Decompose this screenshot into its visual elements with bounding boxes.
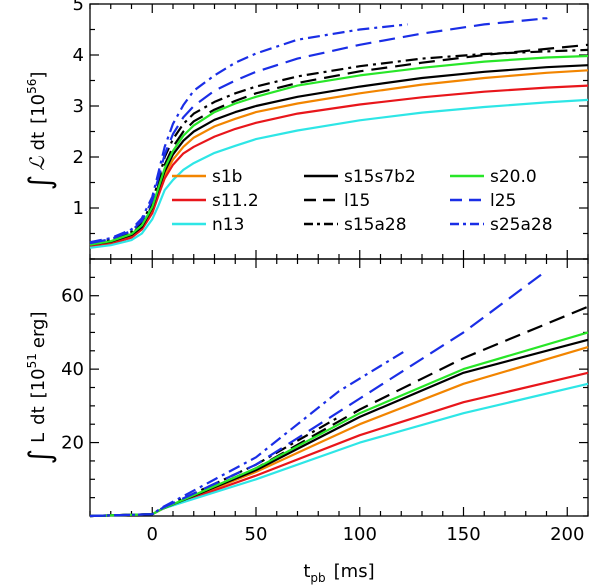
bottom-plot-frame xyxy=(89,258,589,517)
top-ylabel-unit-close: ] xyxy=(28,72,49,79)
x-axis-label: tpb [ms] xyxy=(303,561,374,585)
legend-label-s25a28: s25a28 xyxy=(490,215,553,235)
bottom-ylabel-integral: ∫ xyxy=(23,449,58,465)
top-ylabel-script: ℒ xyxy=(25,156,49,171)
top-ticks: 1 2 3 4 5 xyxy=(73,0,589,260)
xlabel-sub: pb xyxy=(310,571,325,585)
xlabel-unit: [ms] xyxy=(334,561,375,582)
legend-label-s15s7b2: s15s7b2 xyxy=(344,167,416,187)
top-panel: 1 2 3 4 5 s1b s11.2 n13 s15s7b2 l15 s15a28 s20.0 l2… xyxy=(23,0,589,260)
bottom-line-s25a28 xyxy=(89,349,406,518)
bottom-line-n13 xyxy=(89,382,589,518)
bottom-ylabel-dt: dt xyxy=(28,406,49,424)
top-line-s20.0 xyxy=(89,54,589,246)
top-series-lines xyxy=(89,17,589,249)
top-ylabel-unit-open: [10 xyxy=(28,94,49,124)
legend-label-s11.2: s11.2 xyxy=(212,191,259,211)
legend-label-s20.0: s20.0 xyxy=(490,167,537,187)
bottom-y-axis-label: ∫ Ldt [1051 erg] xyxy=(23,312,58,465)
top-line-s25a28 xyxy=(89,23,408,244)
top-ylabel-unit-exp: 56 xyxy=(25,79,39,94)
top-line-n13 xyxy=(89,98,589,249)
top-line-l25 xyxy=(89,17,548,245)
top-line-s11.2 xyxy=(89,84,589,248)
bottom-xtick-label: 150 xyxy=(446,524,480,545)
top-ytick-label: 2 xyxy=(73,147,84,168)
legend-label-s1b: s1b xyxy=(212,167,242,187)
legend-label-l25: l25 xyxy=(490,191,516,211)
bottom-ylabel-L: L xyxy=(28,433,49,443)
top-ylabel-dt: dt xyxy=(28,132,49,150)
xlabel-t: t xyxy=(303,561,310,582)
legend: s1b s11.2 n13 s15s7b2 l15 s15a28 s20.0 l25 s25a2… xyxy=(172,167,553,235)
top-ytick-label: 1 xyxy=(73,198,84,219)
top-ytick-label: 4 xyxy=(73,45,84,66)
top-line-s15s7b2 xyxy=(89,64,589,246)
bottom-line-l25 xyxy=(89,272,544,518)
bottom-xtick-label: 100 xyxy=(343,524,377,545)
bottom-ylabel-unit-open: [10 xyxy=(28,368,49,398)
top-ylabel-integral: ∫ xyxy=(23,175,58,191)
svg-text:∫ℒdt[1056]: ∫ ℒdt [1056] xyxy=(23,72,58,191)
bottom-line-s1b xyxy=(89,346,589,518)
bottom-line-s11.2 xyxy=(89,371,589,518)
bottom-ytick-label: 20 xyxy=(61,433,84,454)
top-ytick-label: 5 xyxy=(73,0,84,15)
top-ytick-label: 3 xyxy=(73,96,84,117)
bottom-line-s15s7b2 xyxy=(89,338,589,518)
legend-label-l15: l15 xyxy=(344,191,370,211)
bottom-ylabel-unit-exp: 51 xyxy=(25,353,39,368)
bottom-ylabel-unit-close: erg] xyxy=(28,312,49,349)
svg-text:∫Ldt[1051erg]: ∫ Ldt [1051 erg] xyxy=(23,312,58,465)
bottom-line-s15a28 xyxy=(89,415,340,518)
bottom-panel: 20 40 60 0 50 100 150 200 ∫ Ldt [1051 erg] tpb [ms] xyxy=(23,258,589,585)
legend-label-s15a28: s15a28 xyxy=(344,215,407,235)
bottom-series-lines xyxy=(89,272,589,518)
bottom-ticks: 20 40 60 0 50 100 150 200 xyxy=(61,258,589,545)
top-y-axis-label: ∫ ℒdt [1056] xyxy=(23,72,58,191)
bottom-ytick-label: 40 xyxy=(61,359,84,380)
bottom-ytick-label: 60 xyxy=(61,286,84,307)
bottom-xtick-label: 200 xyxy=(550,524,584,545)
bottom-xtick-label: 50 xyxy=(245,524,268,545)
legend-label-n13: n13 xyxy=(212,215,244,235)
bottom-xtick-label: 0 xyxy=(147,524,158,545)
